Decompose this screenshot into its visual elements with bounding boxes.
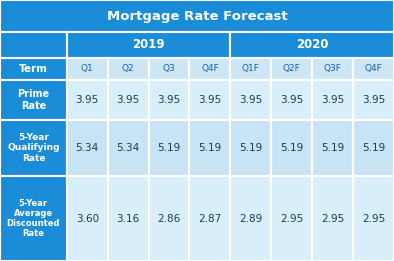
Bar — [0, 176, 67, 261]
Bar — [190, 120, 230, 176]
Text: 3.95: 3.95 — [280, 95, 303, 105]
Text: 2.95: 2.95 — [362, 213, 385, 223]
Text: 3.60: 3.60 — [76, 213, 99, 223]
Bar — [312, 80, 353, 120]
Bar — [0, 120, 67, 176]
Bar — [149, 120, 190, 176]
Bar — [230, 32, 394, 58]
Text: 5-Year
Average
Discounted
Rate: 5-Year Average Discounted Rate — [7, 199, 60, 238]
Bar — [230, 80, 271, 120]
Bar — [149, 80, 190, 120]
Bar — [108, 58, 149, 80]
Bar — [353, 120, 394, 176]
Bar — [230, 58, 271, 80]
Text: 3.95: 3.95 — [158, 95, 181, 105]
Text: 2.87: 2.87 — [198, 213, 221, 223]
Text: 2.89: 2.89 — [239, 213, 262, 223]
Text: 5.19: 5.19 — [280, 143, 303, 153]
Text: Q4F: Q4F — [365, 64, 383, 74]
Text: 3.95: 3.95 — [76, 95, 99, 105]
Text: Mortgage Rate Forecast: Mortgage Rate Forecast — [107, 9, 287, 22]
Bar — [230, 120, 271, 176]
Text: 3.95: 3.95 — [198, 95, 221, 105]
Bar — [67, 32, 230, 58]
Text: 5-Year
Qualifying
Rate: 5-Year Qualifying Rate — [7, 133, 59, 163]
Bar — [271, 176, 312, 261]
Bar — [0, 58, 67, 80]
Text: 2019: 2019 — [132, 39, 165, 51]
Bar — [67, 176, 108, 261]
Text: 3.95: 3.95 — [239, 95, 262, 105]
Text: Q1F: Q1F — [242, 64, 260, 74]
Text: 2.86: 2.86 — [158, 213, 181, 223]
Bar — [271, 120, 312, 176]
Bar — [190, 176, 230, 261]
Text: Prime
Rate: Prime Rate — [17, 90, 50, 111]
Bar — [67, 120, 108, 176]
Bar — [312, 58, 353, 80]
Text: 2020: 2020 — [296, 39, 329, 51]
Bar — [353, 176, 394, 261]
Bar — [0, 32, 67, 58]
Text: Q3F: Q3F — [324, 64, 342, 74]
Bar — [0, 80, 67, 120]
Text: Q3: Q3 — [163, 64, 175, 74]
Bar — [67, 80, 108, 120]
Bar — [190, 80, 230, 120]
Text: 5.19: 5.19 — [321, 143, 344, 153]
Bar — [149, 58, 190, 80]
Bar — [0, 0, 394, 32]
Bar — [108, 176, 149, 261]
Text: Q2F: Q2F — [283, 64, 301, 74]
Text: 5.19: 5.19 — [362, 143, 385, 153]
Bar — [271, 80, 312, 120]
Bar — [108, 80, 149, 120]
Bar — [67, 58, 108, 80]
Bar — [312, 176, 353, 261]
Text: 5.34: 5.34 — [117, 143, 140, 153]
Text: 3.95: 3.95 — [321, 95, 344, 105]
Bar — [353, 58, 394, 80]
Text: 3.95: 3.95 — [362, 95, 385, 105]
Bar — [190, 58, 230, 80]
Text: 5.19: 5.19 — [239, 143, 262, 153]
Text: 2.95: 2.95 — [321, 213, 344, 223]
Bar — [230, 176, 271, 261]
Text: 3.16: 3.16 — [117, 213, 140, 223]
Text: Q2: Q2 — [122, 64, 134, 74]
Bar — [108, 120, 149, 176]
Bar — [312, 120, 353, 176]
Text: Q1: Q1 — [81, 64, 94, 74]
Text: 3.95: 3.95 — [117, 95, 140, 105]
Text: 2.95: 2.95 — [280, 213, 303, 223]
Text: Term: Term — [19, 64, 48, 74]
Text: 5.34: 5.34 — [76, 143, 99, 153]
Bar — [149, 176, 190, 261]
Bar — [271, 58, 312, 80]
Text: 5.19: 5.19 — [158, 143, 181, 153]
Text: 5.19: 5.19 — [198, 143, 221, 153]
Text: Q4F: Q4F — [201, 64, 219, 74]
Bar — [353, 80, 394, 120]
